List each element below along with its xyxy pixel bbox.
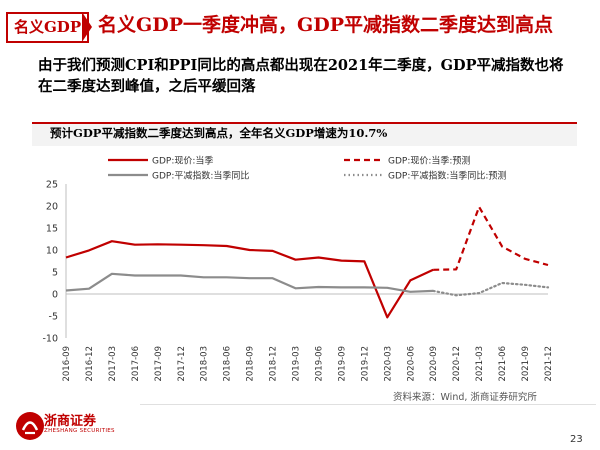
y-tick-label: 20 xyxy=(46,202,58,213)
x-tick-label: 2021-12 xyxy=(544,346,554,382)
x-tick-label: 2016-09 xyxy=(62,346,72,382)
y-tick-label: 5 xyxy=(52,268,58,279)
x-tick-label: 2019-09 xyxy=(337,346,347,382)
slide-title: 名义GDP一季度冲高，GDP平减指数二季度达到高点 xyxy=(98,14,553,36)
x-tick-label: 2019-06 xyxy=(314,346,324,382)
x-tick-label: 2021-06 xyxy=(498,346,508,382)
x-axis: 2016-09 2016-12 2017-03 2017-06 2017-09 2017-… xyxy=(62,293,554,382)
tag-arrow-icon xyxy=(82,12,92,42)
page-number: 23 xyxy=(570,434,583,445)
brand-subname: ZHESHANG SECURITIES xyxy=(44,428,115,434)
y-tick-label: -5 xyxy=(49,312,58,323)
legend-label-2: GDP:现价:当季:预测 xyxy=(388,155,470,167)
legend-label-1: GDP:现价:当季 xyxy=(152,155,213,167)
series-line-3 xyxy=(65,272,434,293)
y-tick-label: -10 xyxy=(42,334,58,345)
y-axis: -10 -5 0 5 10 15 20 25 xyxy=(42,180,67,345)
series-line-1 xyxy=(65,240,434,319)
footer-divider xyxy=(140,404,596,405)
x-tick-label: 2018-09 xyxy=(246,346,256,382)
x-tick-label: 2019-12 xyxy=(360,346,370,382)
x-tick-label: 2018-03 xyxy=(200,346,210,382)
x-tick-label: 2017-12 xyxy=(177,346,187,382)
brand-logo-icon xyxy=(16,412,44,440)
series-line-4 xyxy=(432,281,550,297)
x-tick-label: 2021-03 xyxy=(475,346,485,382)
y-tick-label: 25 xyxy=(46,180,58,191)
slide-subtitle: 由于我们预测CPI和PPI同比的高点都出现在2021年二季度，GDP平减指数也将… xyxy=(38,57,564,95)
x-tick-label: 2018-12 xyxy=(269,346,279,382)
slide-header: 名义GDP 名义GDP一季度冲高，GDP平减指数二季度达到高点 xyxy=(0,4,600,44)
x-tick-label: 2021-09 xyxy=(521,346,531,382)
chart-title: 预计GDP平减指数二季度达到高点，全年名义GDP增速为10.7% xyxy=(50,126,388,140)
x-tick-label: 2017-09 xyxy=(154,346,164,382)
x-tick-label: 2020-09 xyxy=(429,346,439,382)
y-tick-label: 10 xyxy=(46,246,58,257)
x-tick-label: 2020-12 xyxy=(452,346,462,382)
brand-name: 浙商证券 xyxy=(44,414,97,429)
x-tick-label: 2020-06 xyxy=(406,346,416,382)
legend-label-3: GDP:平减指数:当季同比 xyxy=(152,170,249,182)
x-tick-label: 2019-03 xyxy=(292,346,302,382)
chart-title-bar xyxy=(32,122,577,146)
legend-label-4: GDP:平减指数:当季同比:预测 xyxy=(388,170,506,182)
x-tick-label: 2018-06 xyxy=(223,346,233,382)
series-lines xyxy=(65,205,550,319)
series-line-2 xyxy=(433,205,549,271)
x-tick-label: 2017-03 xyxy=(108,346,118,382)
y-tick-label: 15 xyxy=(46,224,58,235)
source-note: 资料来源：Wind, 浙商证券研究所 xyxy=(393,392,537,403)
x-tick-label: 2020-03 xyxy=(383,346,393,382)
chart-legend: GDP:现价:当季 GDP:现价:当季:预测 GDP:平减指数:当季同比 GDP:平减… xyxy=(108,155,506,182)
y-tick-label: 0 xyxy=(52,290,58,301)
x-tick-label: 2016-12 xyxy=(85,346,95,382)
x-tick-label: 2017-06 xyxy=(131,346,141,382)
